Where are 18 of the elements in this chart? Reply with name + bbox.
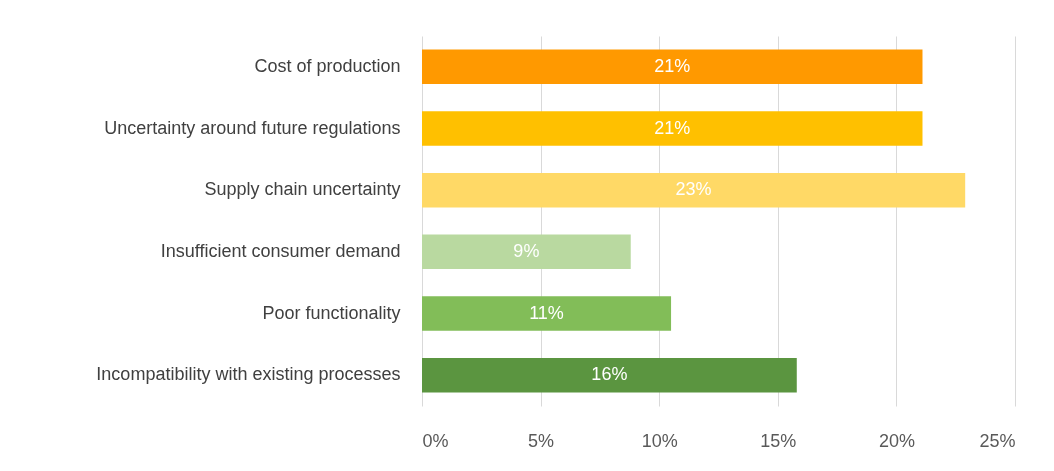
data-label: 21%	[654, 117, 691, 138]
data-label: 16%	[591, 364, 628, 385]
y-tick-label: Cost of production	[254, 55, 401, 76]
data-label: 21%	[654, 55, 691, 76]
y-tick-label: Insufficient consumer demand	[160, 240, 401, 261]
x-tick-label: 15%	[760, 430, 797, 451]
data-label: 9%	[513, 240, 540, 261]
y-tick-label: Poor functionality	[262, 302, 401, 323]
y-tick-label: Incompatibility with existing processes	[96, 364, 401, 385]
x-tick-label: 0%	[422, 430, 449, 451]
x-tick-label: 10%	[641, 430, 678, 451]
x-tick-label: 20%	[878, 430, 915, 451]
x-tick-label: 5%	[528, 430, 555, 451]
x-tick-label: 25%	[979, 430, 1016, 451]
data-label: 23%	[675, 179, 712, 200]
y-tick-label: Uncertainty around future regulations	[104, 117, 401, 138]
y-tick-label: Supply chain uncertainty	[204, 179, 401, 200]
data-label: 11%	[529, 302, 564, 323]
